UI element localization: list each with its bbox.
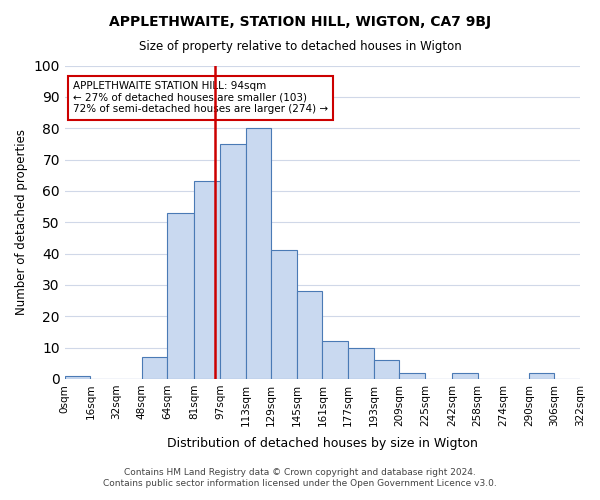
Bar — [194, 182, 220, 379]
Bar — [142, 357, 167, 379]
Bar — [167, 213, 194, 379]
Bar — [529, 372, 554, 379]
Bar — [297, 291, 322, 379]
Text: APPLETHWAITE STATION HILL: 94sqm
← 27% of detached houses are smaller (103)
72% : APPLETHWAITE STATION HILL: 94sqm ← 27% o… — [73, 81, 328, 114]
Y-axis label: Number of detached properties: Number of detached properties — [15, 129, 28, 315]
X-axis label: Distribution of detached houses by size in Wigton: Distribution of detached houses by size … — [167, 437, 478, 450]
Bar — [399, 372, 425, 379]
Text: APPLETHWAITE, STATION HILL, WIGTON, CA7 9BJ: APPLETHWAITE, STATION HILL, WIGTON, CA7 … — [109, 15, 491, 29]
Bar — [220, 144, 245, 379]
Bar — [322, 342, 348, 379]
Text: Size of property relative to detached houses in Wigton: Size of property relative to detached ho… — [139, 40, 461, 53]
Bar — [271, 250, 297, 379]
Text: Contains HM Land Registry data © Crown copyright and database right 2024.
Contai: Contains HM Land Registry data © Crown c… — [103, 468, 497, 487]
Bar — [65, 376, 91, 379]
Bar — [452, 372, 478, 379]
Bar — [348, 348, 374, 379]
Bar — [245, 128, 271, 379]
Bar — [374, 360, 399, 379]
